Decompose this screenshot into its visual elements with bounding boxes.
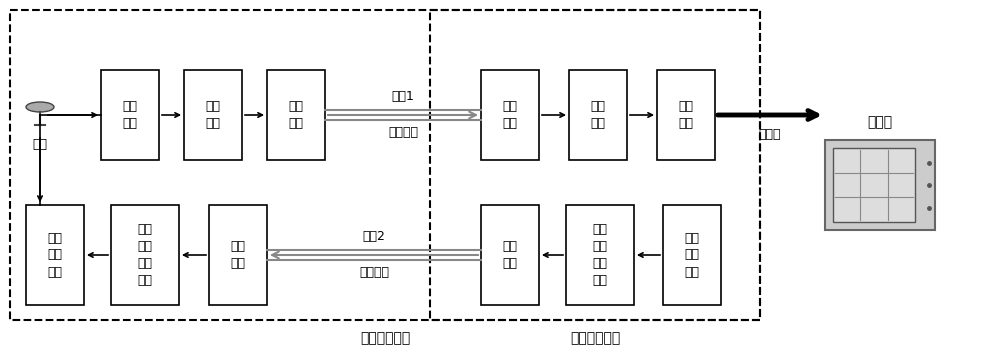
Bar xyxy=(10,10,760,320)
Bar xyxy=(481,70,539,160)
Bar xyxy=(657,70,715,160)
Text: 光电
转换: 光电 转换 xyxy=(230,240,246,270)
Text: 控制
信号
响应
电路: 控制 信号 响应 电路 xyxy=(138,223,152,287)
Text: 放大
电路: 放大 电路 xyxy=(206,100,220,130)
Text: 测量系统前端: 测量系统前端 xyxy=(360,331,410,345)
Bar xyxy=(111,205,179,305)
Text: 控制
信号
产生
电路: 控制 信号 产生 电路 xyxy=(592,223,608,287)
Text: 同轴线: 同轴线 xyxy=(759,129,781,141)
Bar xyxy=(26,205,84,305)
Bar xyxy=(101,70,159,160)
Bar xyxy=(833,148,915,222)
Text: 标准
方波
电路: 标准 方波 电路 xyxy=(48,231,62,278)
Text: 光纤1: 光纤1 xyxy=(392,91,414,104)
Text: 控制通路: 控制通路 xyxy=(359,266,389,280)
Bar xyxy=(430,10,760,320)
Text: 测量系统后端: 测量系统后端 xyxy=(570,331,620,345)
Text: 光纤2: 光纤2 xyxy=(363,231,385,243)
Text: 输出
电路: 输出 电路 xyxy=(678,100,694,130)
Bar xyxy=(209,205,267,305)
Text: 放大
电路: 放大 电路 xyxy=(590,100,606,130)
Text: 光电
转换: 光电 转换 xyxy=(503,100,518,130)
Text: 积分
电路: 积分 电路 xyxy=(122,100,138,130)
Bar xyxy=(825,140,935,230)
Text: 示波器: 示波器 xyxy=(867,115,893,129)
Bar xyxy=(569,70,627,160)
Text: 电光
转换: 电光 转换 xyxy=(288,100,304,130)
Text: 天线: 天线 xyxy=(32,139,48,151)
Bar xyxy=(481,205,539,305)
Text: 开关
控制
电路: 开关 控制 电路 xyxy=(684,231,700,278)
Bar xyxy=(184,70,242,160)
Text: 测量通路: 测量通路 xyxy=(388,126,418,140)
Bar xyxy=(267,70,325,160)
Text: 电光
转换: 电光 转换 xyxy=(503,240,518,270)
Bar xyxy=(566,205,634,305)
Ellipse shape xyxy=(26,102,54,112)
Bar xyxy=(663,205,721,305)
